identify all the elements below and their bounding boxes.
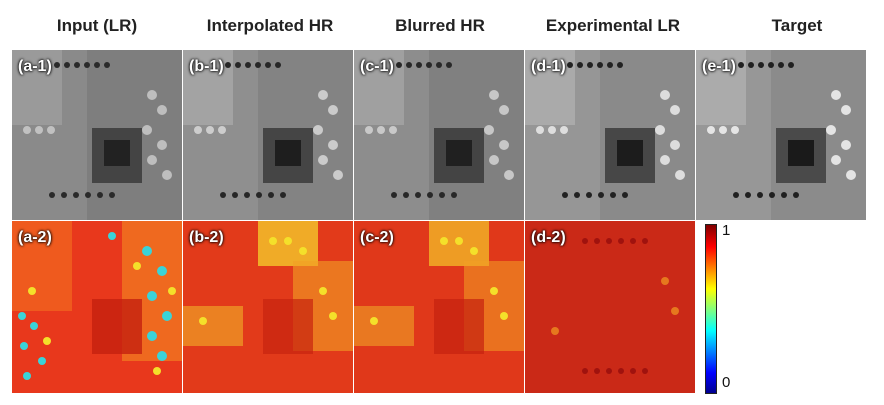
grayscale-image — [183, 50, 353, 220]
grayscale-image — [354, 50, 524, 220]
panel-label: (a-1) — [18, 58, 52, 75]
panel-label: (c-2) — [360, 229, 394, 246]
grayscale-image — [525, 50, 695, 220]
column-title-input-lr: Input (LR) — [56, 16, 138, 35]
panel-label: (a-2) — [18, 229, 52, 246]
error-map-tile-c2: (c-2) — [354, 221, 524, 393]
image-tile-c1: (c-1) — [354, 50, 524, 220]
error-map-image — [525, 221, 695, 393]
colorbar-min-label: 0 — [722, 374, 731, 391]
panel-label: (b-2) — [189, 229, 224, 246]
colorbar-max-label: 1 — [722, 222, 731, 239]
column-title-interpolated-hr: Interpolated HR — [206, 16, 334, 35]
colorbar — [705, 224, 717, 394]
panel-label: (d-1) — [531, 58, 566, 75]
grayscale-image — [12, 50, 182, 220]
image-tile-b1: (b-1) — [183, 50, 353, 220]
panel-label: (e-1) — [702, 58, 736, 75]
column-title-blurred-hr: Blurred HR — [395, 16, 485, 35]
error-map-image — [183, 221, 353, 393]
panel-label: (c-1) — [360, 58, 394, 75]
image-tile-a1: (a-1) — [12, 50, 182, 220]
error-map-tile-d2: (d-2) — [525, 221, 695, 393]
grayscale-image — [696, 50, 866, 220]
image-tile-d1: (d-1) — [525, 50, 695, 220]
error-map-tile-a2: (a-2) — [12, 221, 182, 393]
error-map-tile-b2: (b-2) — [183, 221, 353, 393]
image-tile-e1: (e-1) — [696, 50, 866, 220]
column-title-target: Target — [771, 16, 823, 35]
error-map-image — [354, 221, 524, 393]
panel-label: (b-1) — [189, 58, 224, 75]
error-map-image — [12, 221, 182, 393]
panel-label: (d-2) — [531, 229, 566, 246]
column-title-experimental-lr: Experimental LR — [545, 16, 681, 35]
